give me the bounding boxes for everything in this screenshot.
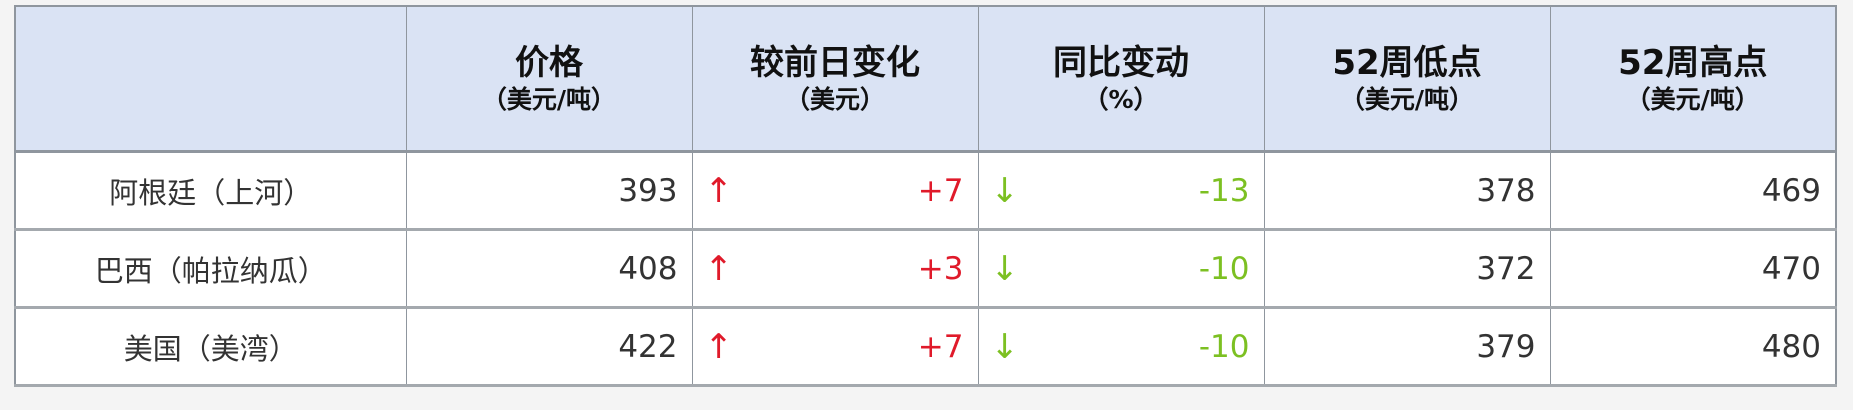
header-yoy-change: 同比变动 （%） [977, 5, 1265, 152]
arrow-down-icon: ↓ [990, 326, 1020, 367]
day-change-cell: ↑ +7 [691, 151, 979, 230]
price-cell: 408 [405, 229, 693, 308]
day-change-value: +7 [917, 172, 964, 209]
header-52w-high: 52周高点 （美元/吨） [1549, 5, 1837, 152]
price-cell: 393 [405, 151, 693, 230]
price-table: 价格 （美元/吨） 较前日变化 （美元） 同比变动 （%） 52周低点 （美元/吨） 5… [14, 5, 1837, 387]
arrow-down-icon: ↓ [990, 248, 1020, 289]
arrow-up-icon: ↑ [704, 326, 734, 367]
high-52w-cell: 469 [1549, 151, 1837, 230]
header-region [14, 5, 407, 152]
yoy-change-value: -10 [1198, 250, 1250, 287]
region-name: 美国（美湾） [14, 307, 407, 386]
day-change-value: +3 [917, 250, 964, 287]
header-day-change: 较前日变化 （美元） [691, 5, 979, 152]
yoy-change-value: -10 [1198, 328, 1250, 365]
yoy-change-cell: ↓ -10 [977, 307, 1265, 386]
arrow-down-icon: ↓ [990, 170, 1020, 211]
yoy-change-value: -13 [1198, 172, 1250, 209]
low-52w-cell: 378 [1263, 151, 1551, 230]
day-change-cell: ↑ +7 [691, 307, 979, 386]
arrow-up-icon: ↑ [704, 170, 734, 211]
day-change-cell: ↑ +3 [691, 229, 979, 308]
table-row: 美国（美湾） 422 ↑ +7 ↓ -10 379 480 [14, 307, 1837, 386]
yoy-change-cell: ↓ -10 [977, 229, 1265, 308]
header-row: 价格 （美元/吨） 较前日变化 （美元） 同比变动 （%） 52周低点 （美元/吨） 5… [14, 5, 1837, 152]
header-price: 价格 （美元/吨） [405, 5, 693, 152]
day-change-value: +7 [917, 328, 964, 365]
region-name: 巴西（帕拉纳瓜） [14, 229, 407, 308]
yoy-change-cell: ↓ -13 [977, 151, 1265, 230]
low-52w-cell: 372 [1263, 229, 1551, 308]
price-cell: 422 [405, 307, 693, 386]
header-52w-low: 52周低点 （美元/吨） [1263, 5, 1551, 152]
table-row: 巴西（帕拉纳瓜） 408 ↑ +3 ↓ -10 372 470 [14, 229, 1837, 308]
low-52w-cell: 379 [1263, 307, 1551, 386]
high-52w-cell: 470 [1549, 229, 1837, 308]
arrow-up-icon: ↑ [704, 248, 734, 289]
region-name: 阿根廷（上河） [14, 151, 407, 230]
high-52w-cell: 480 [1549, 307, 1837, 386]
table-row: 阿根廷（上河） 393 ↑ +7 ↓ -13 378 469 [14, 151, 1837, 230]
